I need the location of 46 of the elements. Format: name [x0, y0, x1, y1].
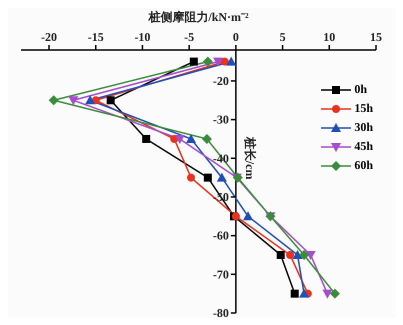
point — [187, 174, 196, 182]
point — [216, 172, 227, 182]
point — [292, 250, 303, 259]
point — [330, 288, 340, 299]
legend-label: 30h — [354, 120, 373, 135]
x-tick-label: 0 — [232, 30, 239, 44]
point — [213, 58, 224, 67]
point — [290, 290, 299, 298]
point — [276, 250, 285, 259]
legend-label: 45h — [354, 139, 373, 154]
point — [106, 96, 115, 104]
point — [204, 174, 212, 182]
point — [186, 134, 196, 143]
y-axis-title: 桩长/cm — [242, 136, 257, 180]
x-tick-label: 10 — [323, 30, 336, 44]
y-tick-label: -80 — [212, 306, 229, 320]
x-axis-title: 桩侧摩阻力/kN·m⁻² — [147, 10, 250, 24]
legend-label: 60h — [354, 158, 373, 173]
point — [286, 250, 294, 259]
point — [322, 290, 332, 299]
point — [226, 56, 236, 66]
point — [68, 96, 78, 106]
x-tick-label: 15 — [370, 30, 382, 44]
y-tick-label: -20 — [212, 74, 229, 88]
point — [220, 58, 229, 66]
y-tick-label: -70 — [212, 267, 229, 282]
point — [202, 134, 212, 144]
legend-label: 0h — [354, 82, 367, 97]
x-tick-label: -15 — [88, 30, 104, 44]
point — [190, 58, 198, 66]
point — [202, 56, 213, 67]
x-tick-label: -10 — [134, 30, 150, 44]
point — [306, 250, 316, 260]
point — [174, 134, 185, 144]
point — [299, 288, 310, 298]
point — [299, 250, 310, 260]
x-tick-label: 5 — [280, 30, 286, 44]
point — [243, 211, 254, 220]
x-tick-label: -20 — [41, 30, 58, 44]
x-tick-label: -5 — [184, 30, 194, 44]
point — [48, 95, 59, 106]
legend-label: 15h — [354, 101, 373, 116]
point — [85, 95, 96, 104]
y-tick-label: -30 — [212, 112, 229, 127]
point — [142, 134, 150, 143]
y-tick-label: -60 — [212, 228, 229, 243]
